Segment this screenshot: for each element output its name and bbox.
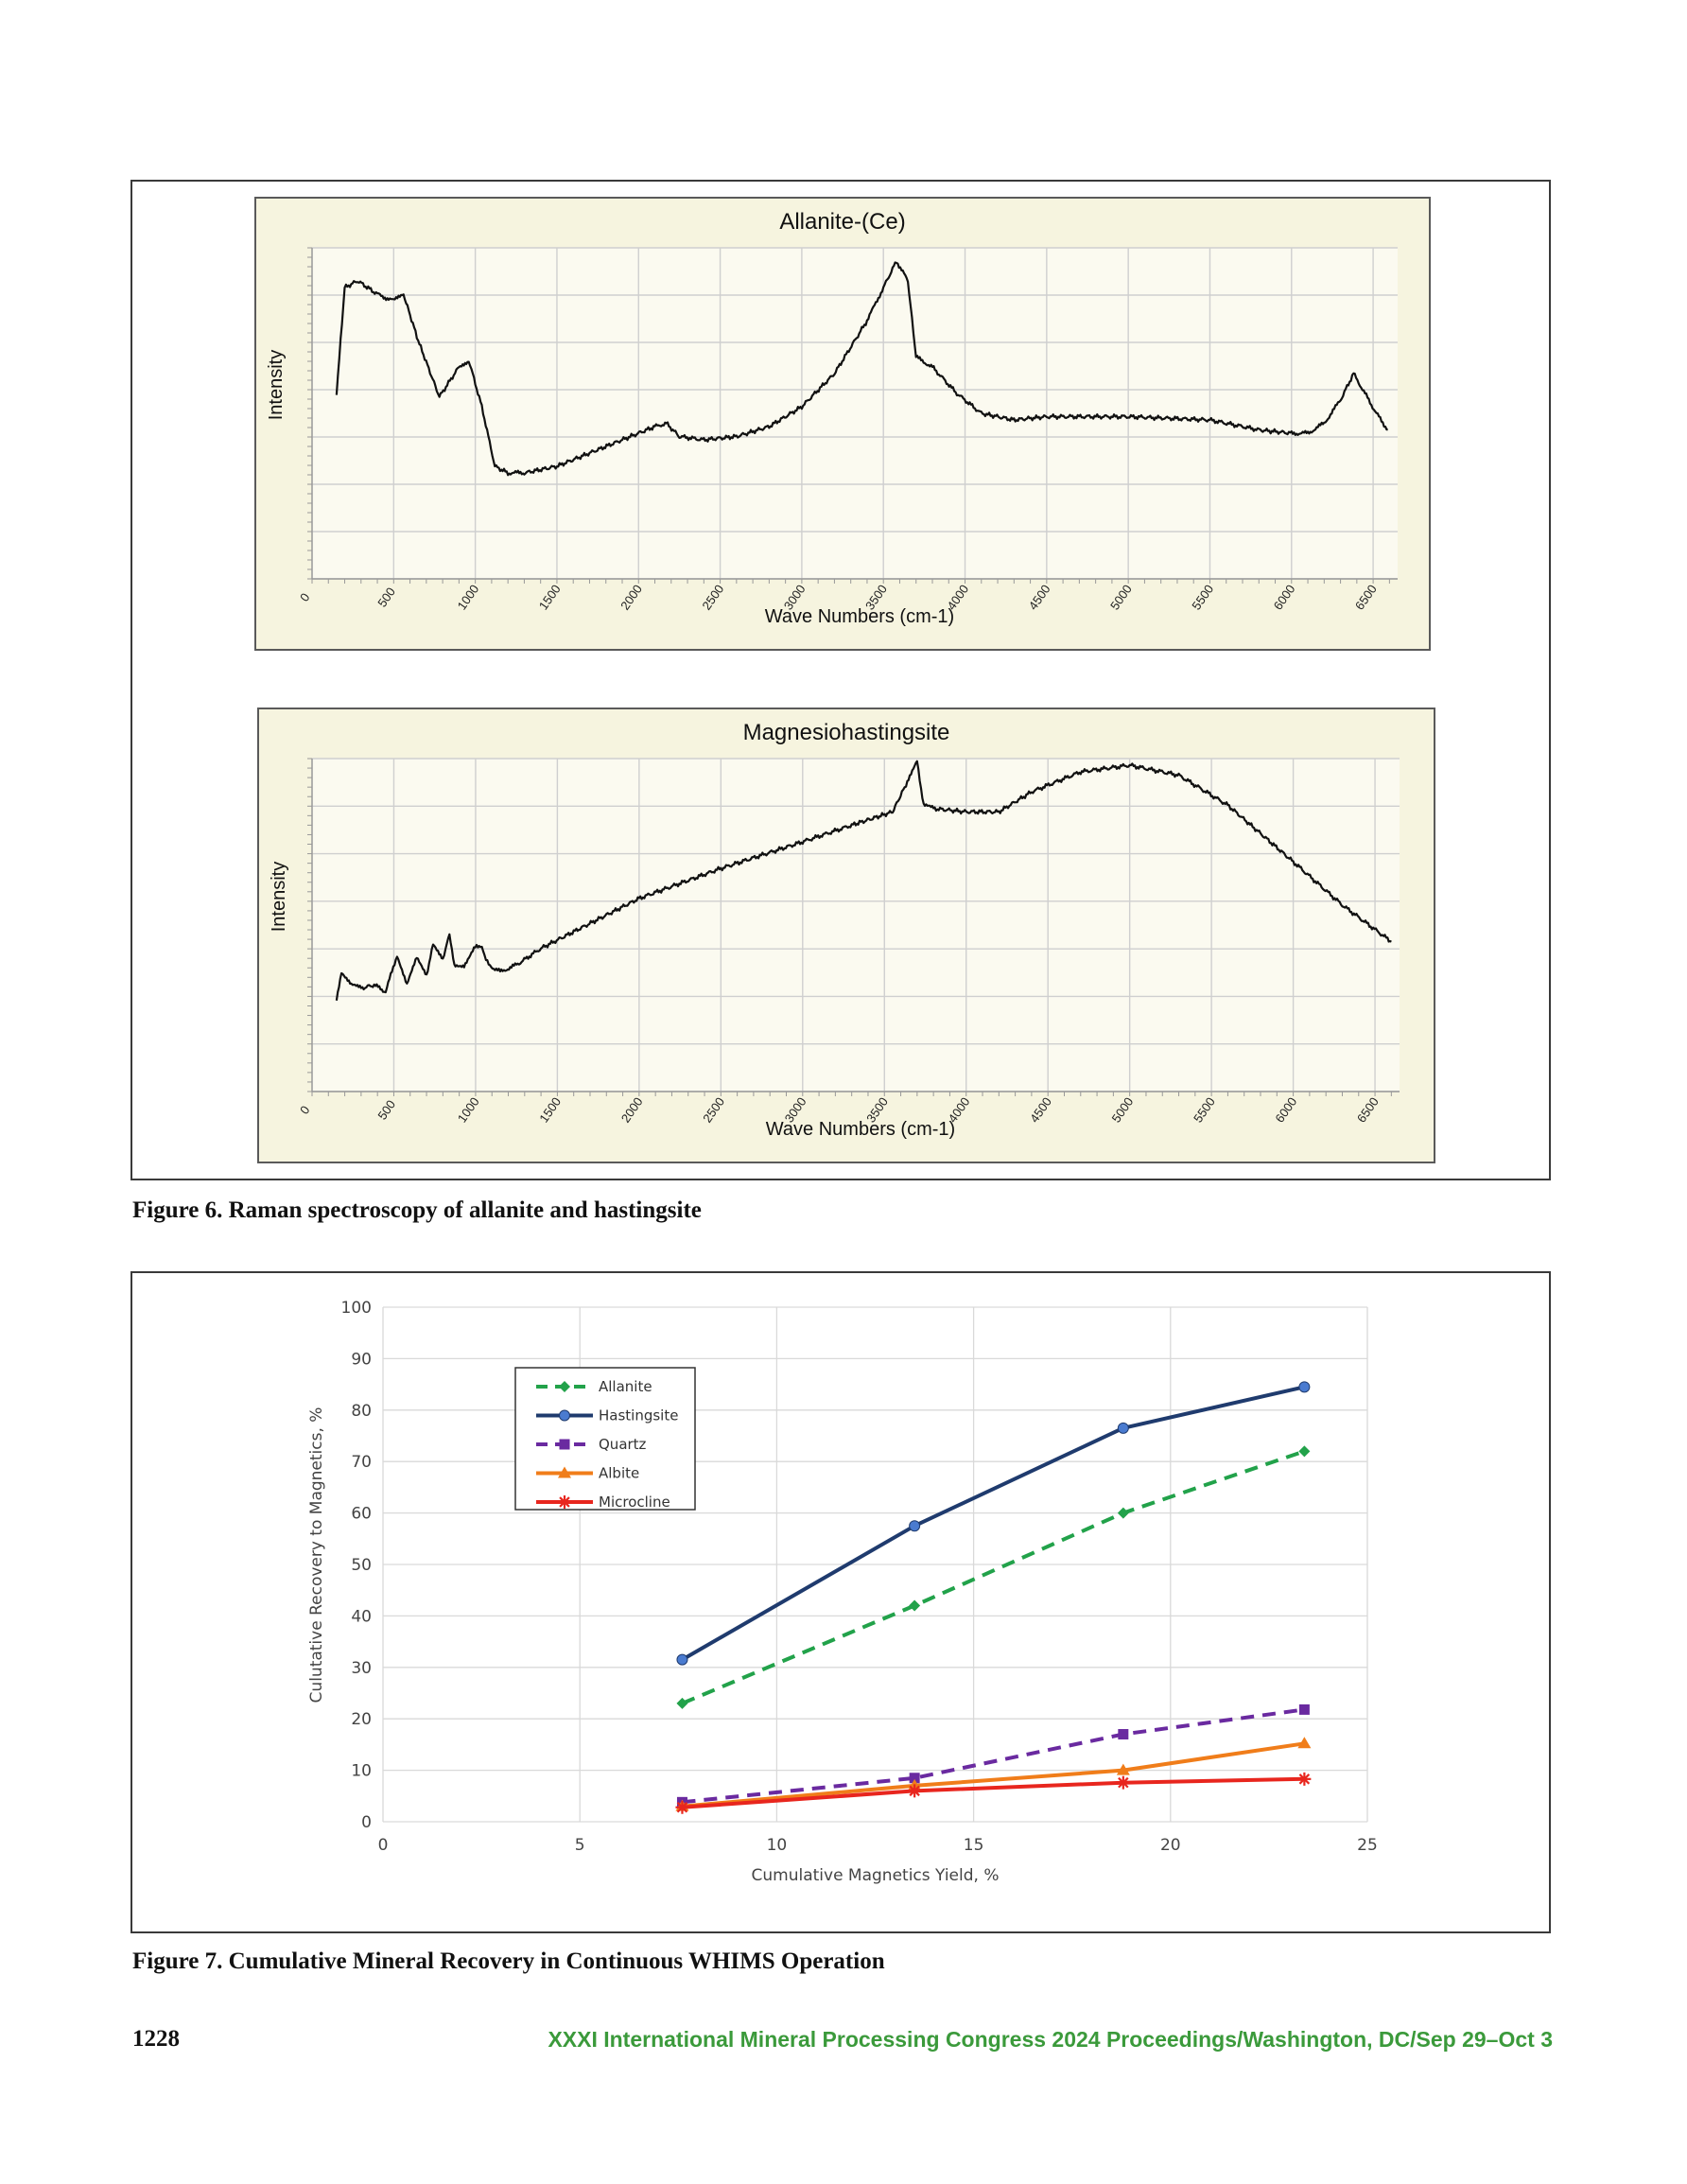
running-footer-title: XXXI International Mineral Processing Co… (548, 2027, 1553, 2052)
y-tick-label: 70 (351, 1453, 372, 1472)
data-point-quartz (1298, 1704, 1310, 1715)
data-point-allanite (909, 1599, 921, 1612)
star-stroke (1298, 1773, 1311, 1785)
data-point-microcline (1116, 1775, 1130, 1790)
y-tick-label: 80 (351, 1402, 372, 1421)
y-tick-label: 0 (361, 1813, 372, 1832)
plot-area (312, 248, 1398, 579)
data-point-quartz (1118, 1729, 1129, 1740)
series-hastingsite (676, 1381, 1311, 1666)
figure-6-raman-spectra: 0 500 1000 1500 2000 2500 3000 3500 4000 4500 5000… (254, 197, 1435, 1163)
x-tick-label: 0 (378, 1836, 389, 1855)
data-point-allanite (1117, 1507, 1129, 1519)
legend-label-albite: Albite (599, 1465, 639, 1482)
series-line-hastingsite (681, 1385, 1305, 1662)
legend-marker-quartz (559, 1439, 570, 1450)
plot-area (312, 759, 1400, 1092)
series-line-quartz (682, 1707, 1305, 1805)
star-stroke (909, 1785, 920, 1797)
legend-label-hastingsite: Hastingsite (599, 1407, 678, 1424)
data-point-albite (1297, 1737, 1312, 1749)
data-point-hastingsite (1117, 1422, 1129, 1434)
legend: Allanite Hastingsite Quartz Albite Microclin… (514, 1367, 696, 1511)
figure-6-frame: 0 500 1000 1500 2000 2500 3000 3500 4000 4500 5000… (130, 180, 1551, 1180)
panel-title: Allanite-(Ce) (779, 209, 905, 235)
data-point-hastingsite (1298, 1381, 1311, 1393)
y-tick-label: 50 (351, 1556, 372, 1575)
data-point-hastingsite (676, 1653, 688, 1666)
x-axis-label: Cumulative Magnetics Yield, % (752, 1866, 1000, 1885)
data-point-quartz (909, 1773, 920, 1784)
figure-7-caption: Figure 7. Cumulative Mineral Recovery in… (132, 1948, 885, 1974)
series-line-allanite (681, 1449, 1306, 1705)
spectrum-line-allanite (335, 261, 1388, 477)
legend-label-microcline: Microcline (599, 1494, 670, 1511)
series-line-albite (682, 1741, 1305, 1808)
data-point-microcline (908, 1784, 922, 1798)
y-tick-label: 60 (351, 1505, 372, 1524)
y-axis-label: Intensity (269, 862, 289, 932)
panel-title: Magnesiohastingsite (743, 720, 950, 745)
legend-marker-hastingsite (559, 1409, 570, 1422)
data-point-allanite (1298, 1445, 1311, 1458)
data-point-microcline (1297, 1772, 1312, 1786)
data-point-allanite (676, 1697, 688, 1709)
legend-box (514, 1367, 696, 1511)
y-tick-label: 10 (351, 1762, 372, 1781)
data-point-hastingsite (909, 1520, 921, 1532)
x-tick-label: 10 (767, 1836, 788, 1855)
y-axis-label: Intensity (266, 350, 287, 420)
raman-panel-magnesiohastingsite: 0 500 1000 1500 2000 2500 3000 3500 4000 4500 5000… (257, 708, 1435, 1163)
raman-panel-allanite: 0 500 1000 1500 2000 2500 3000 3500 4000 4500 5000… (254, 197, 1431, 651)
legend-label-quartz: Quartz (599, 1436, 647, 1453)
y-tick-label: 20 (351, 1710, 372, 1729)
x-tick-label: 5 (575, 1836, 585, 1855)
legend-label-allanite: Allanite (599, 1378, 652, 1395)
star-stroke (1118, 1776, 1129, 1789)
x-tick-label: 25 (1357, 1836, 1378, 1855)
data-point-albite (1116, 1763, 1130, 1775)
legend-marker-albite (558, 1466, 571, 1478)
y-tick-label: 40 (351, 1607, 372, 1626)
data-point-microcline (675, 1800, 689, 1814)
series-line-microcline (682, 1776, 1305, 1809)
spectrum-line-magnesiohastingsite (335, 760, 1392, 1001)
legend-marker-allanite (559, 1381, 570, 1392)
recovery-chart: 0 10 20 30 40 50 60 70 80 90 100 0 5 10 15 20 25 Cumulati… (307, 1299, 1378, 1885)
series-microcline (675, 1772, 1312, 1814)
x-tick-label: 15 (964, 1836, 984, 1855)
star-stroke (676, 1802, 688, 1813)
x-tick-label: 20 (1160, 1836, 1181, 1855)
series-allanite (676, 1445, 1311, 1709)
figure-7-recovery-chart: 0 10 20 30 40 50 60 70 80 90 100 0 5 10 15 20 25 Cumulati… (307, 1299, 1378, 1885)
x-axis-label: Wave Numbers (cm-1) (766, 1119, 955, 1140)
figure-7-frame: 0 10 20 30 40 50 60 70 80 90 100 0 5 10 15 20 25 Cumulati… (130, 1271, 1551, 1933)
page-number: 1228 (132, 2026, 180, 2052)
y-axis-label: Culutative Recovery to Magnetics, % (307, 1407, 326, 1704)
y-tick-label: 90 (351, 1350, 372, 1369)
y-tick-label: 100 (341, 1299, 372, 1318)
y-tick-label: 30 (351, 1659, 372, 1678)
figure-6-caption: Figure 6. Raman spectroscopy of allanite… (132, 1197, 702, 1223)
x-axis-label: Wave Numbers (cm-1) (765, 606, 954, 627)
star-stroke (559, 1496, 570, 1508)
legend-marker-microcline (558, 1495, 571, 1509)
